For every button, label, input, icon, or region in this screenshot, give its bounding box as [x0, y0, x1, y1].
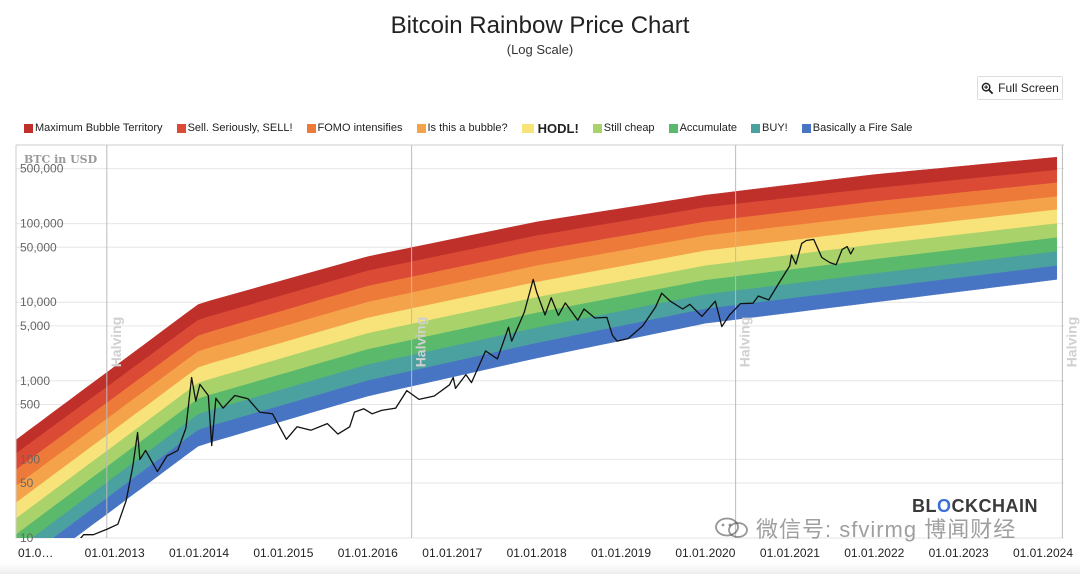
wechat-watermark-text: 微信号: sfvirmg 博闻财经: [756, 517, 1017, 542]
legend-label: Is this a bubble?: [427, 122, 508, 134]
x-axis-ticks: 01.0… 01.01.2013 01.01.2014 01.01.2015 01.01…: [18, 546, 1073, 560]
bottom-shadow: [0, 563, 1080, 574]
y-tick-label: 50,000: [20, 240, 57, 254]
legend-item[interactable]: Sell. Seriously, SELL!: [176, 122, 293, 134]
halving-label: Halving: [413, 317, 429, 368]
x-tick-label: 01.01.2019: [591, 546, 651, 560]
halving-markers: Halving Halving Halving Halving: [106, 145, 1079, 538]
magnifier-icon: [981, 82, 994, 94]
full-screen-label: Full Screen: [998, 81, 1059, 95]
x-tick-label: 01.0…: [18, 546, 53, 560]
halving-label: Halving: [1063, 317, 1079, 368]
legend-label: Still cheap: [603, 122, 655, 134]
chart-title: Bitcoin Rainbow Price Chart: [390, 12, 690, 39]
y-tick-label: 50: [20, 476, 34, 490]
halving-label: Halving: [737, 317, 753, 368]
x-tick-label: 01.01.2017: [422, 546, 482, 560]
x-tick-label: 01.01.2022: [844, 546, 904, 560]
legend-item[interactable]: BUY!: [751, 122, 788, 134]
x-tick-label: 01.01.2018: [507, 546, 567, 560]
band-basically-a-fire-sale: [52, 265, 1058, 538]
legend-label: Maximum Bubble Territory: [35, 122, 163, 134]
legend-swatch: [751, 123, 761, 133]
legend-swatch: [306, 123, 316, 133]
chart-subtitle: (Log Scale): [506, 42, 574, 57]
y-tick-label: 1,000: [20, 374, 50, 388]
x-tick-label: 01.01.2016: [338, 546, 398, 560]
y-tick-label: 500: [20, 397, 40, 411]
blockchain-logo: BLOCKCHAIN: [912, 496, 1039, 516]
y-axis-label: BTC in USD: [24, 153, 98, 166]
wechat-icon: [715, 517, 748, 538]
rainbow-bands: [16, 156, 1058, 538]
x-tick-label: 01.01.2015: [253, 546, 313, 560]
y-axis-ticks: 500,000 100,000 50,000 10,000 5,000 1,000 500 1…: [20, 162, 64, 545]
legend-item[interactable]: Is this a bubble?: [416, 122, 508, 134]
y-tick-label: 500,000: [20, 162, 64, 176]
x-tick-label: 01.01.2020: [675, 546, 735, 560]
legend-item[interactable]: HODL!: [521, 120, 579, 136]
legend-label: Sell. Seriously, SELL!: [187, 122, 293, 134]
legend-label: Accumulate: [679, 122, 738, 134]
full-screen-button[interactable]: Full Screen: [977, 76, 1063, 100]
legend-swatch: [668, 123, 678, 133]
legend-swatch: [592, 123, 602, 133]
legend-swatch: [801, 123, 811, 133]
y-tick-label: 100,000: [20, 217, 64, 231]
y-tick-label: 100: [20, 452, 40, 466]
chart-legend: Maximum Bubble Territory Sell. Seriously,…: [24, 118, 1064, 138]
legend-swatch: [24, 123, 33, 133]
legend-swatch: [416, 123, 426, 133]
x-tick-label: 01.01.2014: [169, 546, 229, 560]
y-tick-label: 10: [20, 531, 34, 545]
legend-swatch: [521, 123, 534, 133]
wechat-watermark: 微信号: sfvirmg 博闻财经: [714, 512, 1016, 544]
legend-swatch: [176, 123, 186, 133]
y-tick-label: 5,000: [20, 319, 50, 333]
x-tick-label: 01.01.2024: [1013, 546, 1073, 560]
legend-label: Basically a Fire Sale: [812, 122, 913, 134]
legend-label: FOMO intensifies: [317, 122, 403, 134]
legend-label: BUY!: [762, 122, 788, 134]
price-line: [79, 238, 855, 538]
price-series: [79, 238, 855, 538]
halving-label: Halving: [108, 317, 124, 368]
y-tick-label: 10,000: [20, 295, 57, 309]
legend-item[interactable]: Accumulate: [668, 122, 738, 134]
legend-label: HODL!: [537, 120, 579, 136]
x-tick-label: 01.01.2021: [760, 546, 820, 560]
legend-item[interactable]: Basically a Fire Sale: [801, 122, 913, 134]
legend-item[interactable]: Still cheap: [592, 122, 655, 134]
x-tick-label: 01.01.2023: [929, 546, 989, 560]
x-tick-label: 01.01.2013: [85, 546, 145, 560]
legend-item[interactable]: Maximum Bubble Territory: [24, 122, 163, 134]
legend-item[interactable]: FOMO intensifies: [306, 122, 403, 134]
